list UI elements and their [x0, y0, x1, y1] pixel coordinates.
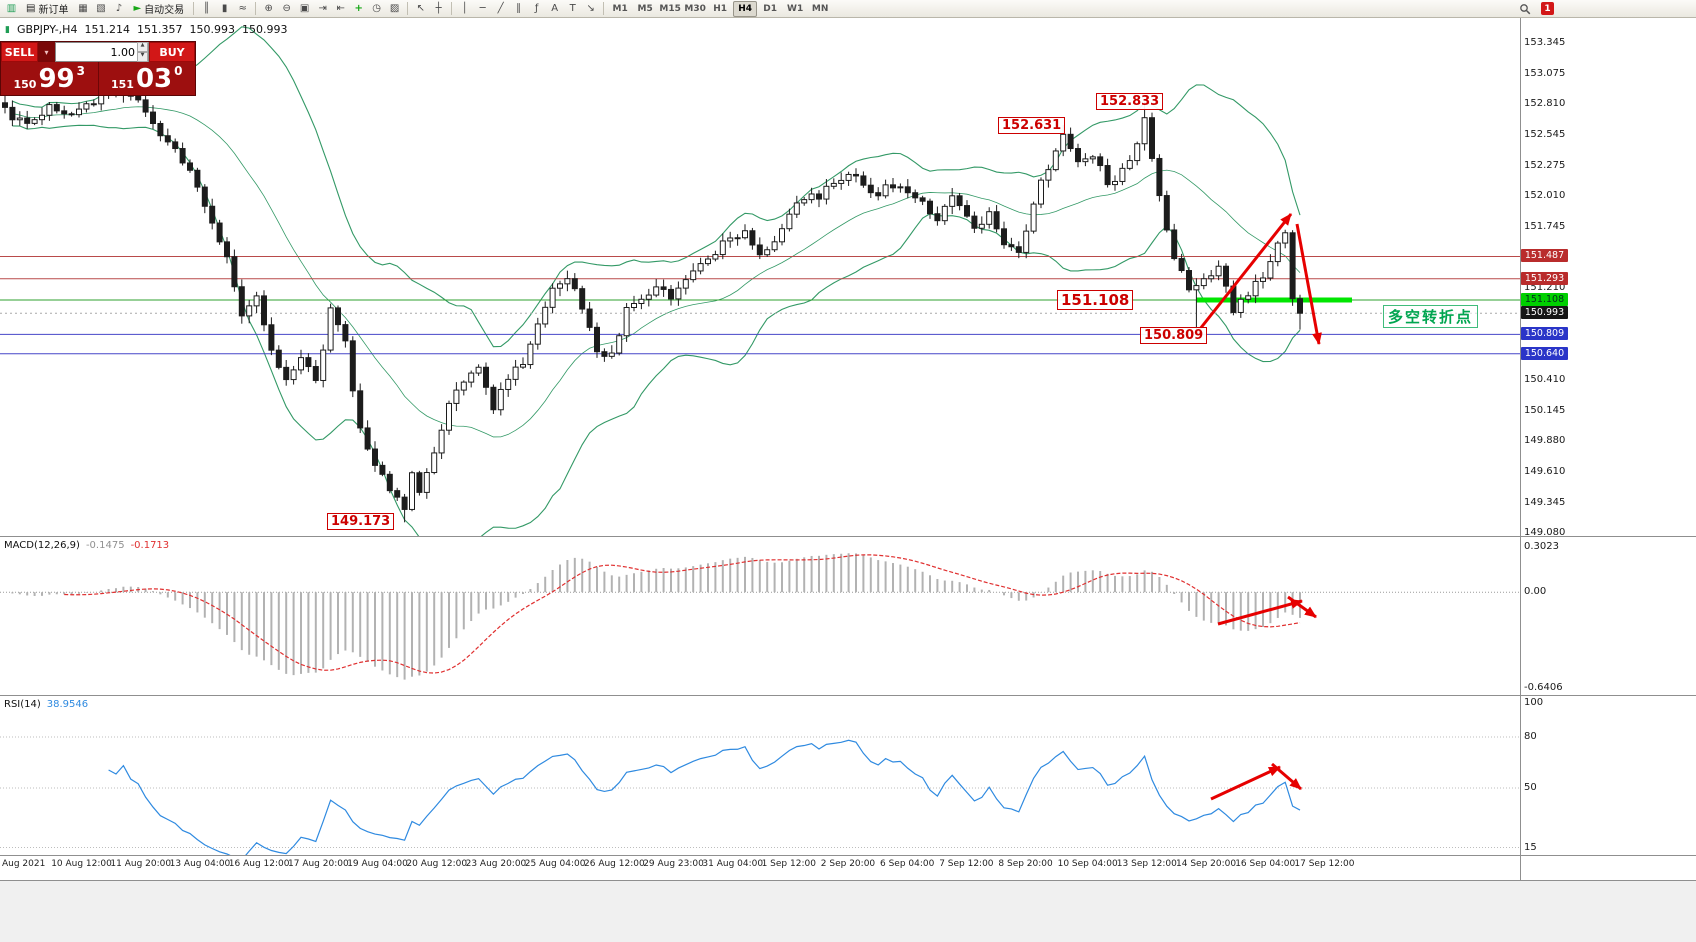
toolbar: ▥ ▤ 新订单 ▦ ▧ ♪ ► 自动交易 ║ ▮ ≈ ⊕ ⊖ ▣ ⇥ ⇤ + ◷ ▨ ↖ ┼ │ ─ ╱ ∥ ƒ A T ↘ M1 M5 M1… — [0, 0, 1696, 18]
toolbar-separator — [255, 2, 257, 15]
volume-dropdown[interactable]: ▾ — [38, 42, 55, 62]
auto-scroll-icon[interactable]: ⇥ — [318, 3, 327, 14]
timeframe-w1[interactable]: W1 — [787, 3, 804, 14]
search-icon[interactable] — [1516, 1, 1533, 16]
zoom-out-icon[interactable]: ⊖ — [282, 3, 291, 14]
volume-value: 1.00 — [110, 45, 136, 59]
toolbar-separator — [407, 2, 409, 15]
ask-point: 0 — [174, 64, 183, 78]
stepper-down-icon[interactable]: ▼ — [137, 52, 148, 62]
toolbar-right-group: 1 — [1516, 1, 1554, 16]
timeframe-mn[interactable]: MN — [811, 3, 829, 14]
ask-pips: 03 — [135, 63, 173, 94]
line-chart-icon[interactable]: ≈ — [238, 3, 247, 14]
bid-price[interactable]: 150 99 3 — [1, 62, 98, 95]
sound-alert-icon[interactable]: ♪ — [115, 3, 123, 14]
timeframe-h4[interactable]: H4 — [733, 0, 758, 17]
trendline-icon[interactable]: ╱ — [497, 3, 504, 14]
candlestick-icon[interactable]: ▮ — [221, 3, 228, 14]
trade-controls-row: SELL ▾ 1.00 ▲ ▼ BUY — [1, 42, 195, 62]
notification-badge[interactable]: 1 — [1541, 2, 1554, 15]
timeframe-h1[interactable]: H1 — [713, 3, 728, 14]
ohlc-bars-icon[interactable]: ║ — [203, 3, 210, 14]
new-order-button[interactable]: ▤ 新订单 — [21, 1, 73, 16]
vertical-line-icon[interactable]: │ — [461, 3, 468, 14]
crosshair-icon[interactable]: ┼ — [435, 3, 442, 14]
bid-integer: 150 — [13, 78, 37, 91]
symbol-chart-icon[interactable]: ▥ — [6, 3, 17, 14]
stepper-up-icon[interactable]: ▲ — [137, 42, 148, 52]
bid-pips: 99 — [38, 63, 75, 94]
templates-icon[interactable]: ▨ — [389, 3, 400, 14]
indicators-icon[interactable]: + — [354, 3, 363, 14]
auto-trading-button-icon: ► — [133, 3, 142, 14]
data-window-icon[interactable]: ▧ — [96, 3, 106, 14]
auto-trading-button[interactable]: ► 自动交易 — [128, 1, 189, 16]
chart-tile-icon[interactable]: ▦ — [78, 3, 88, 14]
timeframe-d1[interactable]: D1 — [763, 3, 778, 14]
buy-button[interactable]: BUY — [149, 42, 195, 62]
toolbar-separator — [603, 2, 605, 15]
timeframe-m1[interactable]: M1 — [612, 3, 628, 14]
new-order-button-label: 新订单 — [38, 5, 69, 16]
periods-icon[interactable]: ◷ — [372, 3, 382, 14]
horizontal-line-icon[interactable]: ─ — [479, 3, 486, 14]
ask-price[interactable]: 151 03 0 — [97, 62, 196, 95]
volume-field[interactable]: 1.00 ▲ ▼ — [55, 42, 149, 62]
volume-stepper[interactable]: ▲ ▼ — [137, 42, 148, 62]
text-label-icon[interactable]: T — [569, 3, 576, 14]
zoom-in-icon[interactable]: ⊕ — [264, 3, 273, 14]
toolbar-separator — [451, 2, 453, 15]
ask-integer: 151 — [110, 78, 134, 91]
chart-shift-icon[interactable]: ⇤ — [336, 3, 345, 14]
timeframe-m30[interactable]: M30 — [684, 3, 706, 14]
equidistant-channel-icon[interactable]: ∥ — [516, 3, 522, 14]
timeframe-m5[interactable]: M5 — [637, 3, 653, 14]
text-icon[interactable]: A — [551, 3, 559, 14]
toolbar-separator — [193, 2, 195, 15]
timeframe-m15[interactable]: M15 — [659, 3, 681, 14]
tile-windows-icon[interactable]: ▣ — [299, 3, 310, 14]
arrows-icon[interactable]: ↘ — [586, 3, 595, 14]
cursor-icon[interactable]: ↖ — [416, 3, 425, 14]
new-order-button-icon: ▤ — [26, 3, 36, 14]
sell-button[interactable]: SELL — [1, 42, 38, 62]
bid-point: 3 — [76, 64, 85, 78]
trade-prices-row: 150 99 3 151 03 0 — [1, 62, 195, 95]
fibonacci-icon[interactable]: ƒ — [534, 3, 539, 14]
one-click-trading-panel: SELL ▾ 1.00 ▲ ▼ BUY 150 99 3 151 03 0 — [0, 41, 196, 96]
auto-trading-button-label: 自动交易 — [144, 5, 185, 16]
